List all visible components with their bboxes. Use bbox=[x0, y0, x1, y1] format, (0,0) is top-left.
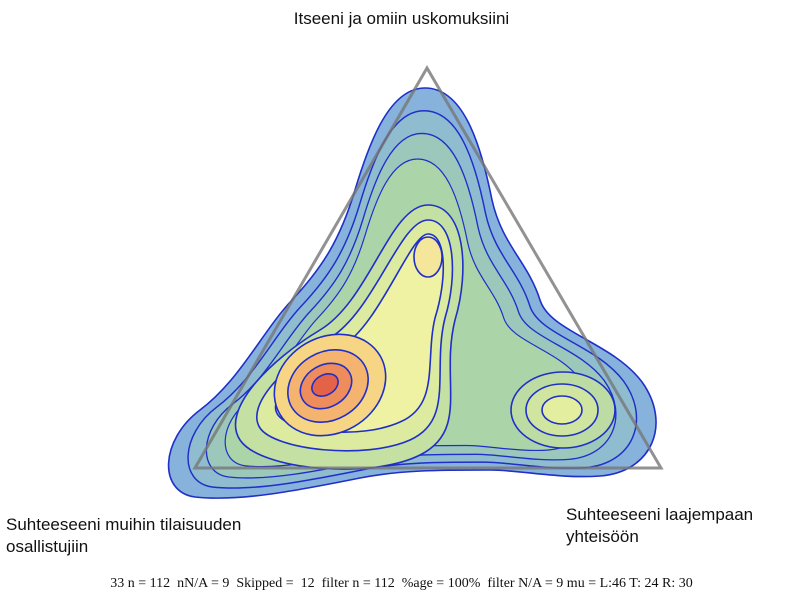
label-line: Suhteeseeni muihin tilaisuuden bbox=[6, 515, 242, 534]
left-axis-label: Suhteeseeni muihin tilaisuuden osallistu… bbox=[6, 514, 241, 558]
label-line: Suhteeseeni laajempaan bbox=[566, 505, 754, 524]
label-line: osallistujiin bbox=[6, 537, 89, 556]
top-axis-label: Itseeni ja omiin uskomuksiini bbox=[293, 9, 510, 28]
label-line: yhteisöön bbox=[566, 527, 639, 546]
stats-footer: 33 n = 112 nN/A = 9 Skipped = 12 filter … bbox=[110, 576, 693, 591]
density-contours bbox=[167, 87, 657, 499]
ternary-triangle bbox=[192, 65, 664, 470]
right-axis-label: Suhteeseeni laajempaan yhteisöön bbox=[566, 504, 753, 548]
